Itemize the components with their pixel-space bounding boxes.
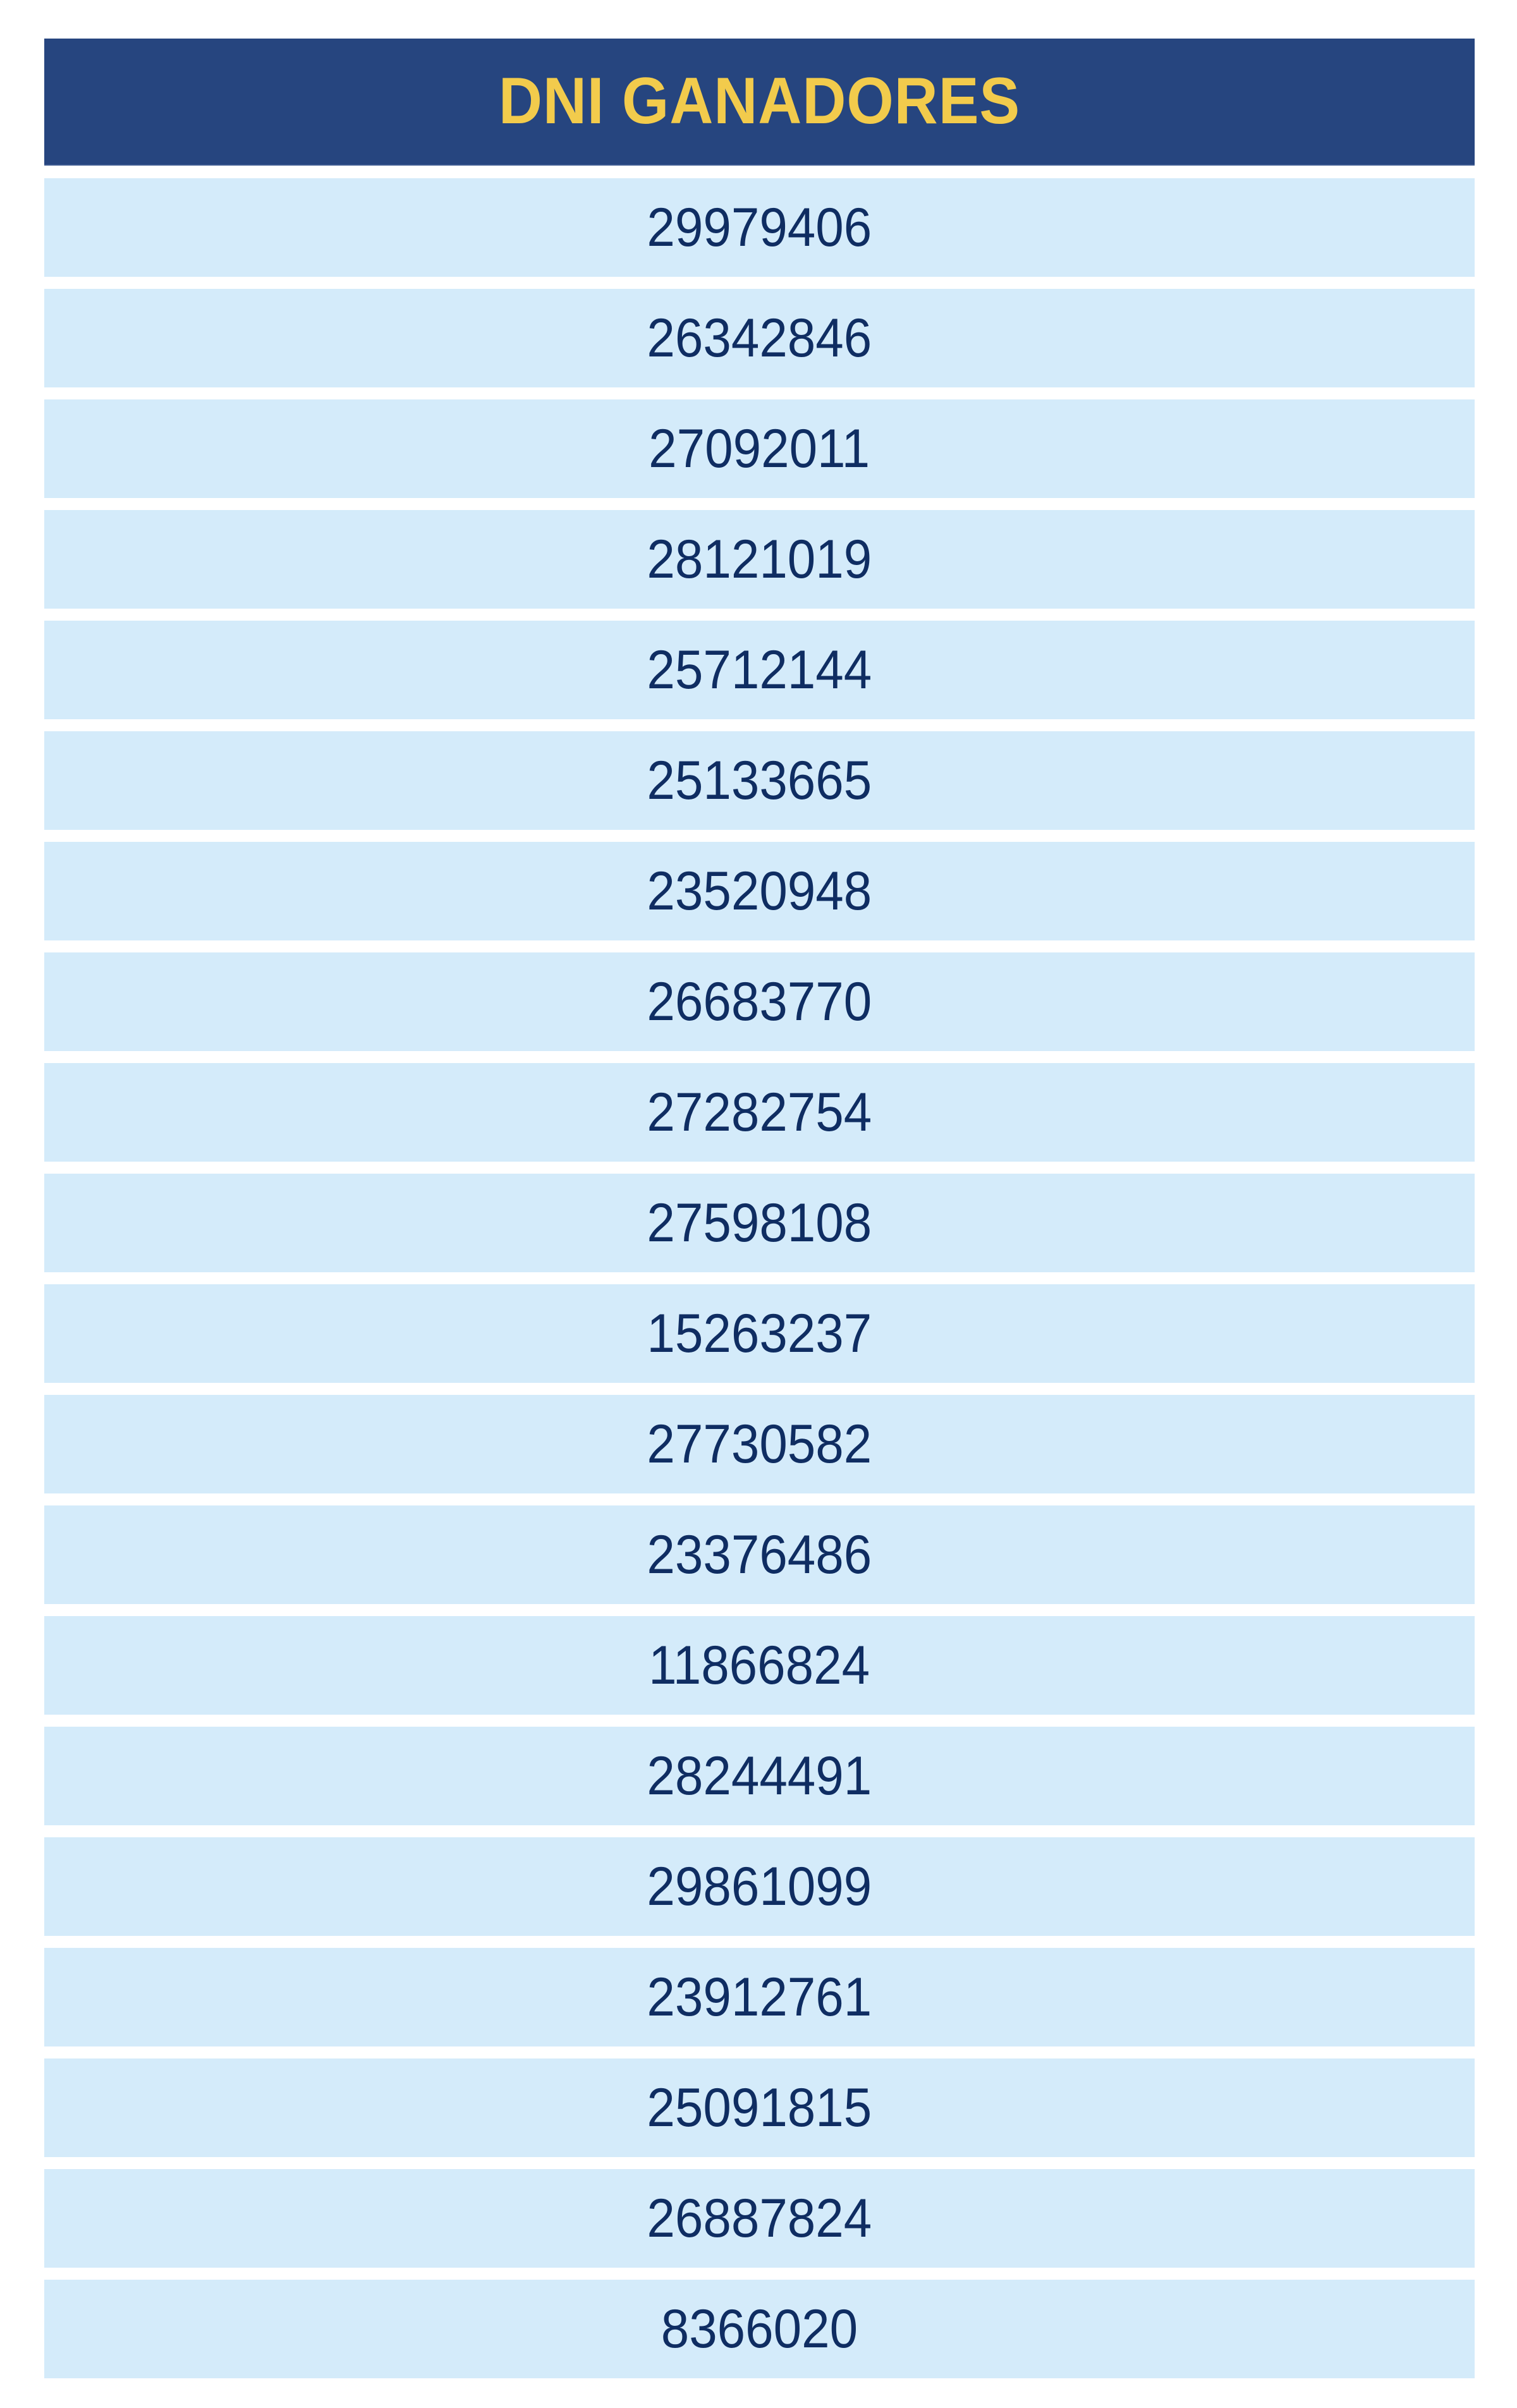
dni-value: 25712144 (647, 639, 872, 700)
table-row: 27282754 (44, 1063, 1475, 1162)
table-row: 26342846 (44, 289, 1475, 387)
table-row: 28121019 (44, 510, 1475, 609)
table-row: 11866824 (44, 1616, 1475, 1715)
dni-value: 26683770 (647, 971, 872, 1032)
table-row: 23376486 (44, 1505, 1475, 1604)
dni-value: 23520948 (647, 860, 872, 921)
dni-value: 28244491 (647, 1745, 872, 1806)
dni-value: 23912761 (647, 1966, 872, 2028)
table-row: 25133665 (44, 731, 1475, 830)
dni-value: 29861099 (647, 1856, 872, 1917)
table-row: 27598108 (44, 1174, 1475, 1272)
dni-value: 26342846 (647, 307, 872, 368)
table-row: 29979406 (44, 178, 1475, 277)
dni-value: 28121019 (647, 528, 872, 590)
dni-value: 25133665 (647, 750, 872, 811)
dni-value: 27598108 (647, 1192, 872, 1253)
table-header: DNI GANADORES (44, 39, 1475, 166)
table-row: 27730582 (44, 1395, 1475, 1493)
table-row: 8366020 (44, 2280, 1475, 2378)
dni-value: 27282754 (647, 1081, 872, 1143)
dni-value: 23376486 (647, 1524, 872, 1585)
dni-value: 26887824 (647, 2187, 872, 2249)
table-row: 15263237 (44, 1284, 1475, 1383)
table-row: 28244491 (44, 1727, 1475, 1825)
dni-value: 15263237 (647, 1303, 872, 1364)
table-row: 29861099 (44, 1837, 1475, 1936)
dni-value: 8366020 (661, 2298, 858, 2359)
dni-value: 29979406 (647, 197, 872, 258)
table-header-title: DNI GANADORES (498, 64, 1021, 138)
dni-value: 25091815 (647, 2077, 872, 2138)
table-row: 23520948 (44, 842, 1475, 940)
dni-value: 27092011 (649, 418, 870, 479)
table-row: 26887824 (44, 2169, 1475, 2268)
winners-table: DNI GANADORES 29979406 26342846 27092011 28… (44, 39, 1475, 2390)
table-row: 27092011 (44, 399, 1475, 498)
table-body: 29979406 26342846 27092011 28121019 25712144… (44, 178, 1475, 2378)
table-row: 25091815 (44, 2058, 1475, 2157)
table-row: 23912761 (44, 1948, 1475, 2046)
dni-value: 11866824 (649, 1634, 870, 1696)
table-row: 25712144 (44, 621, 1475, 719)
dni-value: 27730582 (647, 1413, 872, 1475)
table-row: 26683770 (44, 952, 1475, 1051)
